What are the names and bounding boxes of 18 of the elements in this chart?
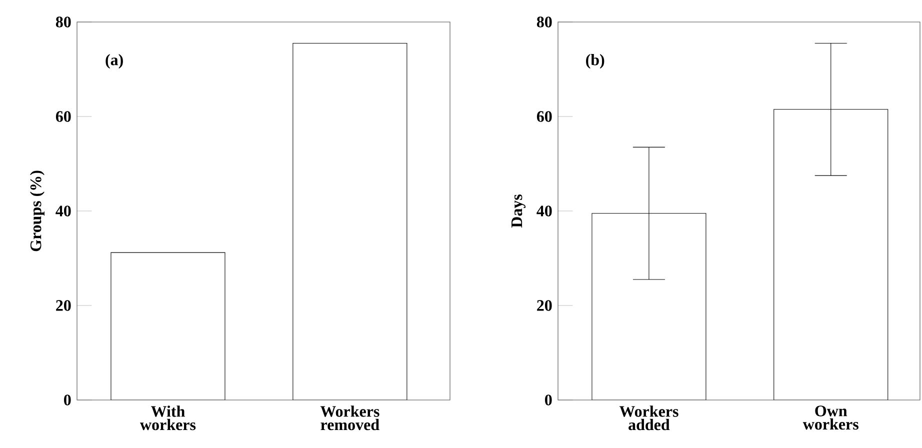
y-tick-label: 40 <box>536 206 552 216</box>
y-axis-title: Days <box>512 194 526 228</box>
x-tick-label: Own workers <box>802 406 858 430</box>
y-tick-label: 80 <box>536 16 552 28</box>
y-tick-label: 60 <box>536 111 552 122</box>
annotation: (b) <box>586 54 604 69</box>
x-tick-label: With workers <box>140 406 196 430</box>
y-tick-label: 0 <box>545 394 552 406</box>
y-tick-label: 80 <box>56 16 71 28</box>
y-tick-label: 60 <box>56 111 71 122</box>
annotation: (a) <box>106 54 123 69</box>
y-tick-label: 40 <box>56 206 71 216</box>
x-tick-label: Workers added <box>619 406 678 430</box>
y-tick-label: 20 <box>537 300 552 311</box>
x-tick-label: Workers removed <box>320 406 380 430</box>
y-axis-title: Groups (%) <box>30 170 44 252</box>
y-tick-label: 0 <box>64 394 71 406</box>
y-tick-label: 20 <box>56 300 71 311</box>
